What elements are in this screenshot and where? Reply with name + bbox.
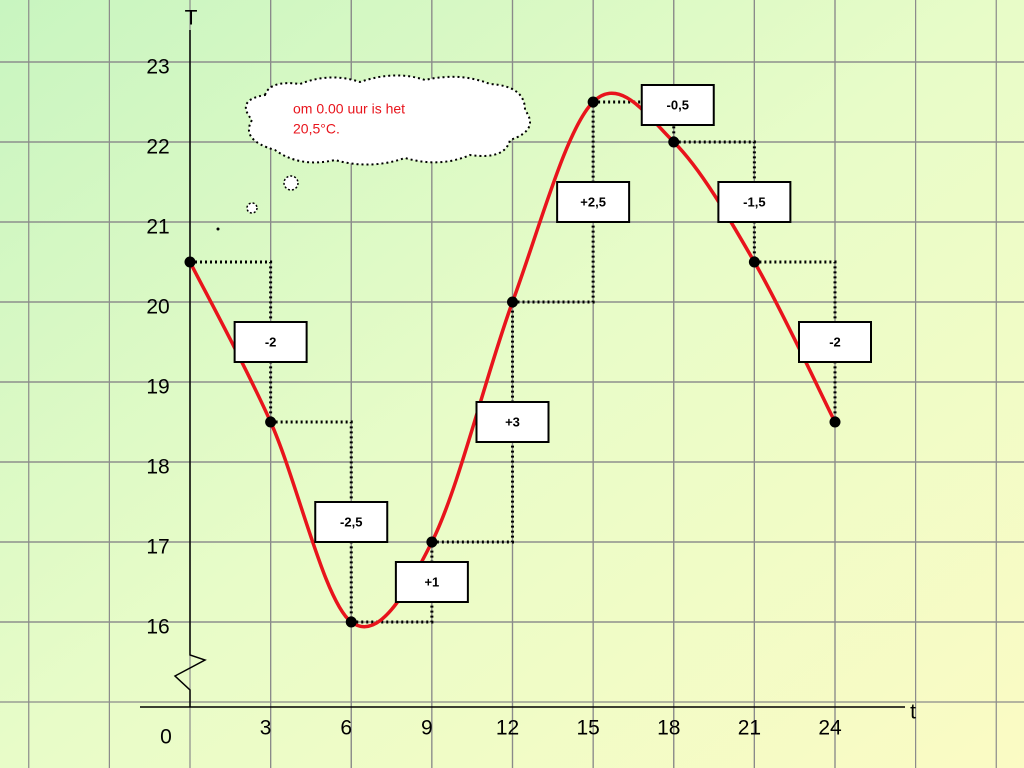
x-tick-label: 24 [818,717,842,740]
change-box [233,321,308,363]
step-line [270,420,353,622]
y-axis [173,30,207,707]
x-axis-label: t [910,701,916,724]
y-tick-label: 23 [146,56,169,79]
point [748,256,760,268]
step-line [754,260,837,422]
change-box [314,501,389,543]
origin-label: 0 [160,726,172,749]
point [426,536,438,548]
y-tick-label: 18 [146,456,169,479]
step-line [190,260,273,422]
y-tick-label: 20 [146,296,169,319]
step-line [431,302,514,544]
change-box [717,181,792,223]
y-tick-label: 19 [146,376,169,399]
change-box [556,181,631,223]
point [507,296,518,308]
point [265,416,277,428]
point [668,136,680,148]
annotation: 20,5°C. [293,121,340,137]
change-label: +2,5 [580,194,606,209]
change-label: -1,5 [743,194,765,209]
change-label: -2 [829,334,841,349]
x-tick-label: 6 [340,717,352,740]
y-tick-label: 21 [146,216,169,239]
x-tick-label: 9 [421,717,433,740]
change-label: +1 [424,574,439,589]
change-box [798,321,872,363]
x-tick-label: 12 [496,717,519,740]
change-label: +3 [505,414,520,429]
change-label: -2 [265,334,277,349]
step-line [512,102,595,304]
x-tick-label: 15 [576,717,599,740]
change-box [640,84,715,126]
x-tick-label: 21 [738,717,761,740]
point [345,616,357,628]
y-tick-label: 16 [146,616,169,639]
change-box [475,401,550,443]
x-tick-label: 3 [260,717,272,740]
y-tick-label: 22 [146,136,169,159]
point [829,416,841,428]
y-tick-label: 17 [146,536,169,559]
x-tick-label: 18 [657,717,680,740]
change-label: -2,5 [340,514,362,529]
change-box [394,561,469,603]
annotation: om 0.00 uur is het [293,101,405,117]
y-axis-label: T [185,7,198,30]
cloud: om 0.00 uur is het 20,5°C. [216,74,531,231]
point [587,96,599,108]
change-label: -0,5 [667,97,689,112]
